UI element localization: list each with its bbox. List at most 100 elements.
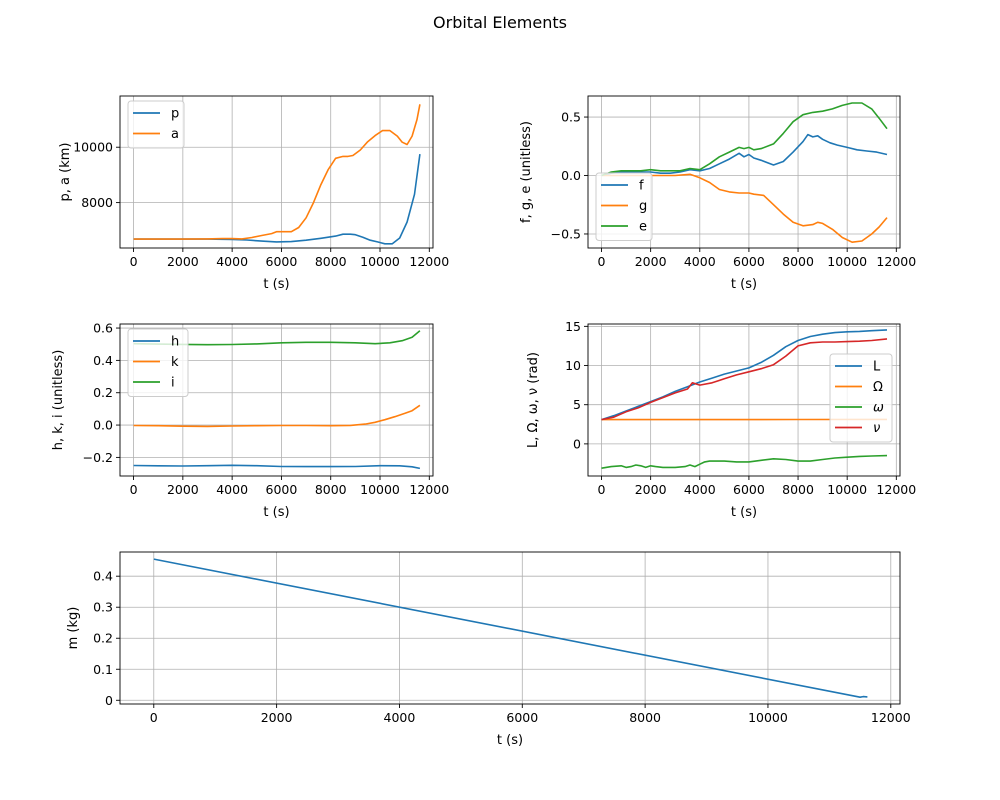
- y-tick-label: 0.0: [561, 168, 581, 183]
- x-tick-label: 12000: [409, 482, 449, 497]
- x-tick-label: 10000: [360, 254, 400, 269]
- legend: pa: [127, 100, 185, 149]
- y-tick-label: 0.0: [93, 418, 113, 433]
- series-line-ω: [601, 454, 888, 469]
- x-tick-label: 10000: [360, 482, 400, 497]
- x-tick-label: 8000: [315, 482, 347, 497]
- legend-frame: [595, 172, 653, 241]
- x-tick-label: 8000: [629, 710, 661, 725]
- y-tick-label: 0.4: [93, 353, 113, 368]
- axes-frame: [587, 95, 901, 249]
- x-tick-label: 0: [130, 482, 138, 497]
- subplot-1: 0 2000 4000 6000 8000 10000 12000 8000 10000 t (s…: [58, 95, 449, 292]
- x-tick-label: 4000: [684, 254, 716, 269]
- x-tick-label: 2000: [167, 254, 199, 269]
- axes-frame: [119, 551, 901, 705]
- series-line-ν: [601, 338, 888, 421]
- x-tick-label: 8000: [782, 482, 814, 497]
- series-line-L: [601, 329, 888, 421]
- y-axis-label: f, g, e (unitless): [519, 121, 534, 223]
- y-tick-label: −0.2: [83, 450, 113, 465]
- y-axis-label: L, Ω, ω, ν (rad): [526, 352, 541, 448]
- y-tick-label: 0.1: [93, 662, 113, 677]
- legend-label: k: [171, 355, 179, 370]
- x-tick-label: 4000: [216, 482, 248, 497]
- figure-title: Orbital Elements: [433, 13, 567, 32]
- x-tick-label: 2000: [635, 254, 667, 269]
- y-tick-label: 0.4: [93, 569, 113, 584]
- legend-frame: [127, 328, 189, 397]
- y-axis-label: m (kg): [66, 607, 81, 650]
- x-tick-label: 0: [598, 254, 606, 269]
- legend-label: e: [639, 220, 647, 235]
- y-axis-label: p, a (km): [58, 143, 73, 202]
- x-axis-label: t (s): [263, 277, 289, 292]
- x-tick-label: 6000: [733, 482, 765, 497]
- legend-label: h: [171, 335, 179, 350]
- x-tick-label: 4000: [216, 254, 248, 269]
- x-tick-label: 6000: [506, 710, 538, 725]
- x-tick-label: 4000: [384, 710, 416, 725]
- subplot-3: 0 2000 4000 6000 8000 10000 12000 −0.2 0.0 0.2 0.4…: [51, 321, 449, 520]
- axes-frame: [119, 323, 434, 477]
- legend-label: g: [639, 199, 647, 214]
- legend-label: f: [639, 179, 644, 194]
- x-tick-label: 4000: [684, 482, 716, 497]
- x-axis-label: t (s): [731, 505, 757, 520]
- series-line-f: [601, 133, 888, 177]
- x-tick-label: 8000: [782, 254, 814, 269]
- y-tick-label: 5: [573, 397, 581, 412]
- legend-frame: [829, 353, 893, 443]
- y-tick-label: 0.3: [93, 600, 113, 615]
- x-tick-label: 12000: [871, 710, 911, 725]
- y-tick-label: 15: [565, 319, 581, 334]
- x-axis-label: t (s): [263, 505, 289, 520]
- x-tick-label: 10000: [748, 710, 788, 725]
- legend-label: p: [171, 107, 179, 122]
- series-line-e: [601, 102, 888, 177]
- y-tick-label: 10: [565, 358, 581, 373]
- legend: fge: [595, 172, 653, 241]
- x-tick-label: 0: [150, 710, 158, 725]
- series-line-p: [133, 153, 421, 245]
- y-axis-label: h, k, i (unitless): [51, 350, 66, 451]
- series-line-g: [601, 173, 888, 243]
- axes-frame: [587, 323, 901, 477]
- y-tick-label: 0.5: [561, 110, 581, 125]
- x-tick-label: 8000: [315, 254, 347, 269]
- x-tick-label: 2000: [261, 710, 293, 725]
- x-tick-label: 12000: [409, 254, 449, 269]
- subplot-5: 0 2000 4000 6000 8000 10000 12000 0 0.1 0.2 0.3 0.4…: [66, 551, 911, 748]
- y-tick-label: 10000: [73, 140, 113, 155]
- y-tick-label: 0.2: [93, 631, 113, 646]
- x-axis-label: t (s): [731, 277, 757, 292]
- x-tick-label: 0: [598, 482, 606, 497]
- legend-label: ν: [873, 421, 880, 436]
- legend: hki: [127, 328, 189, 397]
- legend-label: ω: [873, 401, 884, 416]
- axes-frame: [119, 95, 434, 249]
- x-tick-label: 6000: [266, 254, 298, 269]
- y-tick-label: 0: [573, 436, 581, 451]
- x-tick-label: 6000: [733, 254, 765, 269]
- subplot-4: 0 2000 4000 6000 8000 10000 12000 0 5 10 15 t (s) L,…: [526, 319, 916, 520]
- y-tick-label: 0.6: [93, 321, 113, 336]
- series-line-a: [133, 104, 421, 240]
- legend-label: Ω: [873, 380, 883, 395]
- legend-label: i: [171, 376, 175, 391]
- y-tick-label: 0.2: [93, 385, 113, 400]
- x-tick-label: 10000: [827, 482, 867, 497]
- legend-label: a: [171, 127, 179, 142]
- y-tick-label: 0: [105, 693, 113, 708]
- x-tick-label: 12000: [876, 482, 916, 497]
- series-line-m: [153, 558, 868, 699]
- series-line-i: [133, 330, 421, 346]
- series-line-k: [133, 404, 421, 428]
- x-tick-label: 12000: [876, 254, 916, 269]
- subplot-2: 0 2000 4000 6000 8000 10000 12000 −0.5 0.0 0.5 t (…: [519, 95, 916, 292]
- x-tick-label: 6000: [266, 482, 298, 497]
- x-tick-label: 2000: [167, 482, 199, 497]
